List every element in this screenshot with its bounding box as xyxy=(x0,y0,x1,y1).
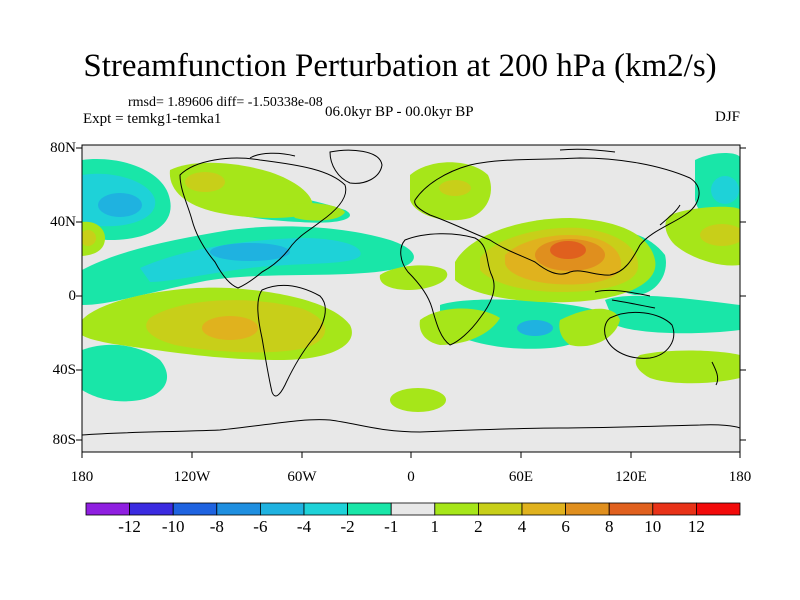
lon-tick-label: 0 xyxy=(407,469,415,485)
lon-tick-label: 120E xyxy=(615,469,647,485)
lon-tick-label: 180 xyxy=(70,469,94,485)
lat-tick-label: 0 xyxy=(68,288,77,304)
coast-greenland xyxy=(329,149,383,184)
positive-anomaly-regions xyxy=(82,162,740,412)
colorbar-tick-label: -4 xyxy=(296,517,312,536)
coast-eurasia xyxy=(414,157,700,276)
season-label: DJF xyxy=(714,109,740,125)
colorbar-swatch xyxy=(565,502,610,516)
colorbar-swatch xyxy=(259,502,305,516)
colorbar-tick-label: -10 xyxy=(161,517,185,536)
lat-tick-label: 80S xyxy=(52,432,76,448)
colorbar-tick-label: 2 xyxy=(474,517,483,536)
lon-tick-label: 60W xyxy=(287,469,317,485)
lat-tick-label: 80N xyxy=(50,140,76,156)
indian-ocean-low-center xyxy=(517,320,553,336)
colorbar-tick-label: 8 xyxy=(604,517,614,536)
north-america-ridge-2 xyxy=(285,202,345,221)
colorbar-swatch xyxy=(172,502,218,516)
indian-ocean-south-high-2 xyxy=(559,308,620,347)
coast-africa xyxy=(400,233,495,346)
colorbar-tick-label: -1 xyxy=(384,517,399,536)
lon-tick-label: 120W xyxy=(173,469,211,485)
colorbar-swatch xyxy=(347,502,392,516)
colorbar-swatch xyxy=(434,502,479,516)
colorbar-swatch xyxy=(696,502,741,516)
colorbar-swatch xyxy=(303,502,348,516)
south-pacific-low xyxy=(82,344,168,402)
north-america-ridge-core xyxy=(185,172,225,192)
lat-tick-label: 40S xyxy=(52,362,76,378)
colorbar xyxy=(85,502,741,516)
pacific-west-high-core xyxy=(82,230,96,246)
coast-south-america xyxy=(257,284,326,397)
tropical-low-center xyxy=(210,243,290,261)
lat-tick-label: 40N xyxy=(50,214,76,230)
colorbar-tick-label: -8 xyxy=(209,517,224,536)
axis-ticks xyxy=(76,147,746,458)
colorbar-tick-label: 12 xyxy=(687,517,705,536)
lon-tick-label: 180 xyxy=(728,469,752,485)
south-pacific-east-high xyxy=(635,350,740,384)
coast-north-america xyxy=(179,157,347,289)
colorbar-swatch xyxy=(652,502,697,516)
coast-arctic-islands xyxy=(249,148,616,159)
south-atlantic-small-high xyxy=(390,388,446,412)
colorbar-tick-label: 1 xyxy=(430,517,440,536)
colorbar-tick-label: 4 xyxy=(517,517,527,536)
colorbar-swatch xyxy=(477,502,523,516)
period-label: 06.0kyr BP - 00.0kyr BP xyxy=(325,104,474,120)
arctic-low-east-core xyxy=(711,176,739,204)
north-pacific-low-center xyxy=(98,193,142,217)
coast-indonesia xyxy=(594,289,656,309)
lon-tick-label: 60E xyxy=(508,469,534,485)
colorbar-swatch xyxy=(85,502,130,516)
colorbar-tick-label: 6 xyxy=(561,517,570,536)
colorbar-tick-label: -12 xyxy=(118,517,141,536)
north-pacific-high-core xyxy=(700,224,740,246)
south-america-high-center xyxy=(202,316,258,340)
colorbar-tick-label: -6 xyxy=(253,517,268,536)
coast-antarctica xyxy=(82,419,740,436)
colorbar-swatch xyxy=(521,502,566,516)
stats-text: rmsd= 1.89606 diff= -1.50338e-08 xyxy=(128,95,323,110)
south-asia-high-8 xyxy=(550,241,586,259)
colorbar-tick-label: -2 xyxy=(340,517,355,536)
europe-ridge-core xyxy=(439,180,471,196)
colorbar-swatch xyxy=(608,502,654,516)
coastlines xyxy=(82,148,740,436)
coast-australia xyxy=(604,311,675,359)
plot-title: Streamfunction Perturbation at 200 hPa (… xyxy=(83,48,717,84)
coast-new-zealand xyxy=(711,361,719,386)
colorbar-swatch xyxy=(390,502,436,516)
coast-japan xyxy=(659,204,681,226)
colorbar-tick-label: 10 xyxy=(644,517,662,536)
experiment-label: Expt = temkg1-temka1 xyxy=(83,111,222,127)
colorbar-swatch xyxy=(129,502,174,516)
colorbar-swatch xyxy=(216,502,261,516)
